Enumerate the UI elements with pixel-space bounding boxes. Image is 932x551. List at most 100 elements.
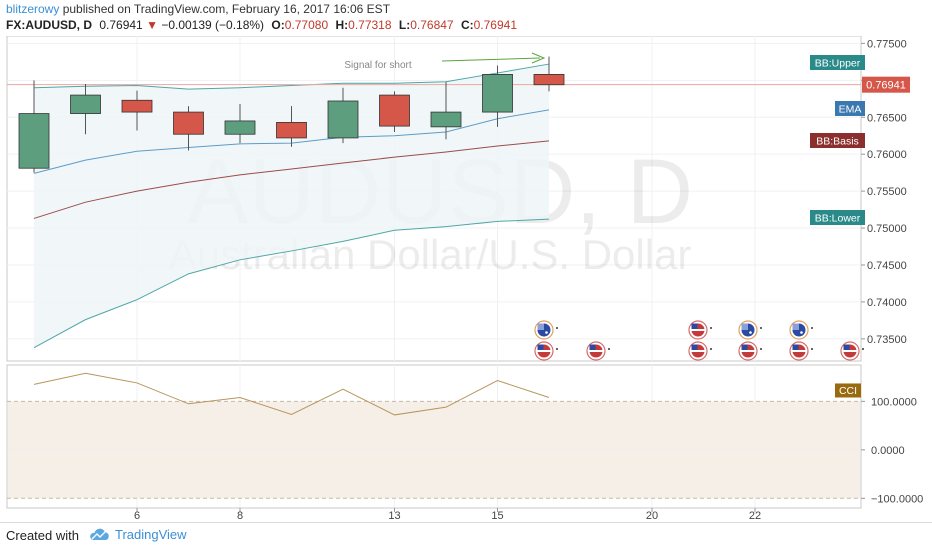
signal-arrow-line (441, 57, 541, 62)
tradingview-brand: TradingView (115, 527, 187, 542)
bb-upper-label-bg (810, 55, 865, 70)
candle-body (276, 122, 307, 139)
series-labels: BB:Upper EMA BB:Basis BB:Lower 0.76941 CCI (810, 55, 910, 398)
chart-header: blitzerowy published on TradingView.com,… (0, 0, 932, 36)
x-tick-label: 6 (134, 510, 140, 522)
y-tick-label: 0.76000 (867, 149, 907, 161)
event-flag-stripe (589, 350, 603, 352)
event-flag-star (749, 331, 752, 334)
y-tick-label: 0.77500 (867, 38, 907, 50)
annotation-layer: Signal for short (344, 52, 546, 71)
open-label: O: (271, 18, 285, 32)
y-tick-label: 0.75000 (867, 223, 907, 235)
bb-upper-line (33, 63, 550, 90)
bb-basis-label: BB:Basis (816, 136, 859, 148)
event-flag-canton (741, 323, 748, 330)
bb-lower-line (33, 218, 550, 349)
author-link[interactable]: blitzerowy (6, 2, 60, 16)
candle-body (379, 94, 410, 127)
event-marker (608, 348, 610, 350)
price-tag: 0.76941 (866, 80, 906, 92)
created-with-text: Created with (6, 528, 79, 543)
bb-basis-line (33, 140, 550, 219)
event-flag-stripe (792, 350, 806, 352)
low-value: 0.76847 (410, 18, 454, 32)
x-tick-label: 13 (388, 510, 400, 522)
chart-area[interactable]: AUDUSD, D Australian Dollar/U.S. Dollar … (0, 36, 932, 522)
candle-body (482, 74, 513, 113)
publish-line: blitzerowy published on TradingView.com,… (6, 2, 390, 16)
series-layer (7, 63, 861, 499)
event-marker (760, 348, 762, 350)
event-marker (811, 327, 813, 329)
candle-body (18, 113, 50, 169)
open-value: 0.77080 (284, 18, 329, 32)
y-tick-label: 0.74000 (867, 297, 907, 309)
bb-upper-label: BB:Upper (815, 58, 861, 70)
cci-line (33, 372, 550, 416)
signal-annotation: Signal for short (344, 60, 411, 71)
down-arrow-icon: ▼ (146, 18, 158, 32)
event-marker (710, 327, 712, 329)
x-tick-label: 15 (491, 510, 503, 522)
event-marker (862, 348, 864, 350)
x-tick-label: 8 (237, 510, 243, 522)
candle-body (327, 100, 359, 139)
candle-body (533, 74, 565, 86)
event-marker (811, 348, 813, 350)
event-flag-canton (741, 344, 748, 350)
event-flag-star (800, 331, 803, 334)
event-marker (760, 327, 762, 329)
symbol[interactable]: FX:AUDUSD, D (6, 18, 92, 32)
bb-lower-label-bg (810, 210, 865, 225)
low-label: L: (398, 18, 411, 32)
event-marker (556, 348, 558, 350)
last-price: 0.76941 (99, 18, 143, 32)
tradingview-link[interactable]: TradingView (88, 527, 187, 542)
event-flag-stripe (537, 350, 551, 352)
y-tick-label: 0.73500 (867, 334, 907, 346)
footer: Created with TradingView (0, 522, 932, 551)
y-tick-label: 0.74500 (867, 260, 907, 272)
event-flag-stripe (741, 350, 755, 352)
event-flag-stripe (691, 329, 705, 331)
cci-label: CCI (839, 385, 857, 397)
ema-label-bg (835, 101, 865, 116)
cci-y-tick-label: 0.0000 (871, 445, 905, 457)
high-label: H: (335, 18, 349, 32)
close-value: 0.76941 (473, 18, 518, 32)
event-marker (556, 327, 558, 329)
bb-basis-label-bg (810, 133, 865, 148)
price-change: −0.00139 (−0.18%) (161, 18, 265, 32)
bb-lower-label: BB:Lower (815, 213, 861, 225)
candle-body (121, 99, 153, 113)
event-flag-canton (792, 344, 799, 350)
symbol-line: FX:AUDUSD, D 0.76941 ▼ −0.00139 (−0.18%)… (6, 18, 517, 32)
event-flag-canton (691, 344, 698, 350)
cci-y-tick-label: 100.0000 (871, 396, 917, 408)
high-value: 0.77318 (348, 18, 392, 32)
cloud-icon (90, 528, 109, 540)
close-label: C: (460, 18, 474, 32)
signal-arrow-head (531, 52, 546, 64)
candle-body (70, 94, 101, 114)
event-flag-stripe (843, 350, 857, 352)
event-flag-canton (843, 344, 850, 350)
candles (18, 56, 565, 173)
candle-body (224, 120, 256, 135)
ema-label: EMA (839, 104, 862, 116)
event-flag-canton (589, 344, 596, 350)
event-flag-canton (792, 323, 799, 330)
event-marker (710, 348, 712, 350)
cci-y-tick-label: −100.0000 (871, 493, 923, 505)
cci-label-bg (835, 383, 861, 398)
y-tick-label: 0.75500 (867, 186, 907, 198)
bb-fill (34, 64, 549, 348)
candle-body (430, 111, 462, 128)
x-tick-label: 20 (646, 510, 658, 522)
candle-body (173, 111, 204, 135)
published-text: published on TradingView.com, February 1… (62, 2, 391, 16)
economic-events (534, 320, 864, 361)
event-flag-canton (537, 344, 544, 350)
event-flag-canton (537, 323, 544, 330)
